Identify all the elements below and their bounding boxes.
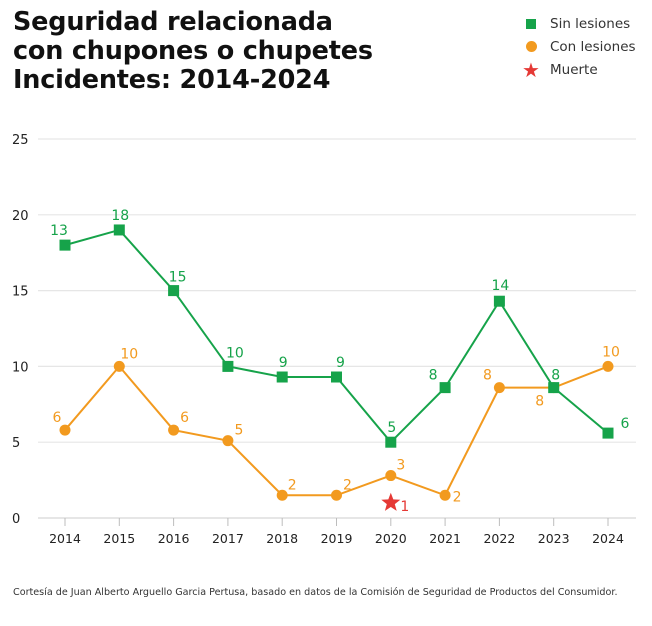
data-label: 8 [429,368,438,384]
x-tick-label: 2018 [266,531,298,546]
death-star-marker [381,492,401,511]
data-label: 15 [169,270,187,286]
data-label: 8 [535,394,544,410]
chart-title: Seguridad relacionada con chupones o chu… [13,8,373,95]
data-point-square [439,382,451,394]
data-point-circle [59,424,71,436]
data-point-circle [439,489,451,501]
x-tick-label: 2022 [483,531,515,546]
data-label: 14 [491,278,509,294]
legend: Sin lesiones Con lesiones ★ Muerte [520,12,636,81]
star-icon: ★ [522,57,540,82]
square-icon [526,18,536,29]
y-tick-label: 25 [12,133,29,148]
legend-item-sin-lesiones: Sin lesiones [520,12,636,35]
data-point-square [168,285,180,297]
legend-item-con-lesiones: Con lesiones [520,35,636,58]
source-note: Cortesía de Juan Alberto Arguello Garcia… [13,587,618,598]
legend-label: Muerte [550,61,598,78]
title-line-1: Seguridad relacionada [13,7,333,37]
data-label: 9 [279,355,288,371]
x-tick-label: 2014 [49,531,81,546]
data-label: 9 [336,355,345,371]
data-label: 2 [343,477,352,493]
data-label: 6 [621,416,630,432]
data-label: 10 [120,346,138,362]
circle-icon [525,41,537,52]
title-line-3: Incidentes: 2014-2024 [13,65,331,95]
title-line-2: con chupones o chupetes [13,36,373,66]
data-point-square [276,371,288,383]
legend-item-muerte: ★ Muerte [520,58,636,81]
data-point-square [331,371,342,383]
data-label: 8 [551,368,560,384]
data-point-circle [331,489,342,501]
data-label: 5 [234,423,243,439]
x-tick-label: 2020 [375,531,407,546]
data-point-square [222,360,234,372]
legend-label: Con lesiones [550,38,636,55]
data-point-square [113,224,125,236]
x-tick-label: 2023 [538,531,570,546]
legend-label: Sin lesiones [550,15,631,32]
series-line-sin-lesiones [64,228,609,444]
x-tick-label: 2016 [158,531,190,546]
data-label: 18 [111,208,129,224]
y-tick-label: 15 [12,285,29,300]
data-label: 8 [483,368,492,384]
data-point-circle [168,424,180,436]
data-label: 1 [400,499,409,515]
data-point-square [548,382,560,394]
data-point-circle [276,489,288,501]
data-label: 10 [226,345,244,361]
data-label: 13 [50,223,68,239]
y-tick-label: 20 [12,209,29,224]
data-label: 5 [387,420,396,436]
data-point-square [385,436,397,448]
data-label: 6 [180,410,189,426]
series-line-con-lesiones [64,364,609,497]
data-point-square [59,239,71,251]
data-point-circle [222,435,234,447]
data-point-circle [385,470,397,482]
y-tick-label: 5 [12,436,20,451]
data-point-circle [113,360,125,372]
data-label: 3 [396,458,405,474]
x-tick-label: 2024 [592,531,624,546]
y-tick-label: 0 [12,512,20,527]
data-label: 2 [453,489,462,505]
data-point-circle [602,360,614,372]
x-tick-label: 2015 [103,531,135,546]
x-tick-label: 2017 [212,531,244,546]
data-label: 10 [602,344,620,360]
data-point-square [602,427,614,439]
data-point-square [493,295,505,307]
data-label: 6 [53,410,62,426]
x-tick-label: 2021 [429,531,461,546]
data-point-circle [493,382,505,394]
data-label: 2 [288,477,297,493]
y-tick-label: 10 [12,360,29,375]
x-tick-label: 2019 [321,531,353,546]
